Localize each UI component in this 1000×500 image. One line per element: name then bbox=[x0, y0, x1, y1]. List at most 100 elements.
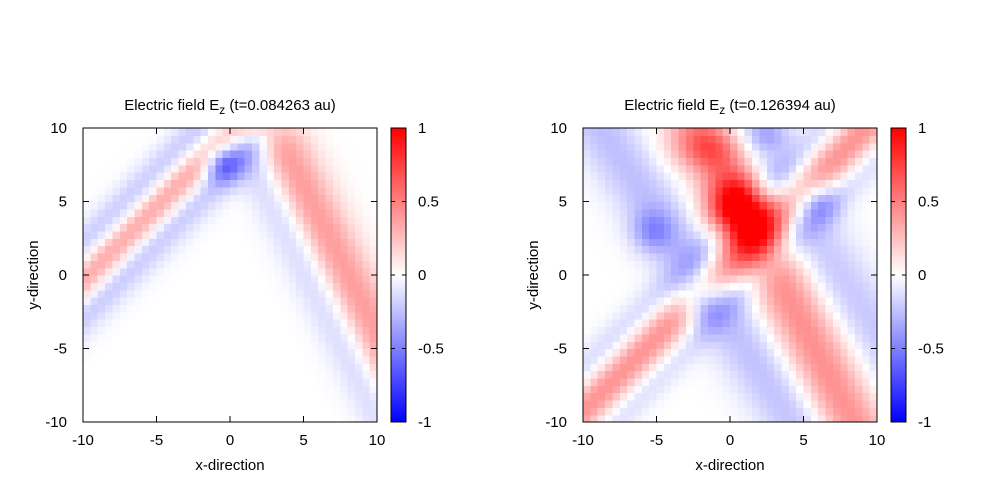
heatmap-cell bbox=[141, 172, 150, 181]
heatmap-cell bbox=[354, 179, 363, 188]
heatmap-cell bbox=[693, 230, 702, 239]
heatmap-cell bbox=[171, 275, 180, 283]
heatmap-cell bbox=[818, 194, 827, 203]
heatmap-cell bbox=[825, 267, 834, 276]
heatmap-cell bbox=[796, 238, 805, 247]
heatmap-cell bbox=[119, 333, 128, 342]
heatmap-cell bbox=[707, 289, 716, 298]
heatmap-cell bbox=[230, 326, 238, 335]
heatmap-cell bbox=[781, 201, 790, 210]
heatmap-cell bbox=[700, 304, 709, 313]
heatmap-cell bbox=[796, 363, 805, 372]
heatmap-cell bbox=[119, 252, 128, 261]
colorbar-tick-label: -0.5 bbox=[418, 341, 444, 358]
heatmap-cell bbox=[840, 172, 849, 181]
heatmap-cell bbox=[83, 282, 91, 291]
heatmap-cell bbox=[252, 407, 260, 416]
heatmap-cell bbox=[663, 333, 672, 342]
heatmap-cell bbox=[149, 348, 158, 357]
heatmap-cell bbox=[127, 157, 136, 166]
heatmap-cell bbox=[141, 252, 150, 261]
heatmap-cell bbox=[832, 230, 841, 239]
heatmap-cell bbox=[296, 201, 305, 210]
heatmap-cell bbox=[649, 392, 658, 401]
heatmap-cell bbox=[715, 289, 724, 298]
heatmap-cell bbox=[207, 414, 216, 423]
heatmap-cell bbox=[281, 260, 290, 269]
heatmap-cell bbox=[163, 399, 172, 408]
heatmap-cell bbox=[134, 297, 143, 305]
heatmap-cell bbox=[134, 260, 143, 269]
heatmap-cell bbox=[730, 363, 738, 372]
heatmap-cell bbox=[825, 282, 834, 291]
heatmap-cell bbox=[185, 363, 194, 372]
heatmap-cell bbox=[847, 348, 856, 357]
heatmap-cell bbox=[354, 392, 363, 401]
heatmap-cell bbox=[369, 208, 378, 217]
heatmap-cell bbox=[149, 135, 158, 144]
heatmap-cell bbox=[193, 385, 202, 394]
heatmap-cell bbox=[759, 260, 768, 269]
heatmap-cell bbox=[730, 289, 738, 298]
heatmap-cell bbox=[127, 377, 136, 386]
heatmap-cell bbox=[237, 128, 246, 136]
heatmap-cell bbox=[730, 245, 738, 254]
heatmap-cell bbox=[803, 304, 812, 313]
heatmap-cell bbox=[693, 304, 702, 313]
heatmap-cell bbox=[105, 172, 113, 181]
heatmap-cell bbox=[303, 267, 312, 276]
heatmap-cell bbox=[862, 194, 871, 203]
heatmap-cell bbox=[259, 142, 268, 151]
heatmap-cell bbox=[83, 392, 91, 401]
heatmap-cell bbox=[788, 377, 797, 386]
heatmap-cell bbox=[178, 208, 187, 217]
heatmap-cell bbox=[266, 311, 275, 320]
heatmap-cell bbox=[583, 297, 591, 305]
heatmap-cell bbox=[119, 326, 128, 335]
heatmap-cell bbox=[619, 150, 628, 158]
heatmap-cell bbox=[134, 304, 143, 313]
heatmap-cell bbox=[678, 333, 687, 342]
heatmap-cell bbox=[788, 399, 797, 408]
heatmap-cell bbox=[149, 252, 158, 261]
heatmap-cell bbox=[141, 370, 150, 379]
heatmap-cell bbox=[641, 216, 650, 225]
heatmap-cell bbox=[619, 128, 628, 136]
heatmap-cell bbox=[663, 326, 672, 335]
heatmap-cell bbox=[156, 150, 165, 158]
heatmap-cell bbox=[627, 311, 636, 320]
heatmap-cell bbox=[663, 128, 672, 136]
heatmap-cell bbox=[325, 194, 334, 203]
heatmap-cell bbox=[281, 385, 290, 394]
heatmap-cell bbox=[774, 150, 783, 158]
heatmap-cell bbox=[796, 407, 805, 416]
heatmap-cell bbox=[862, 238, 871, 247]
heatmap-cell bbox=[354, 230, 363, 239]
heatmap-cell bbox=[296, 230, 305, 239]
heatmap-cell bbox=[207, 348, 216, 357]
heatmap-cell bbox=[112, 304, 121, 313]
heatmap-cell bbox=[178, 216, 187, 225]
heatmap-cell bbox=[788, 150, 797, 158]
heatmap-cell bbox=[222, 297, 231, 305]
heatmap-cell bbox=[641, 414, 650, 423]
heatmap-cell bbox=[766, 164, 775, 173]
heatmap-cell bbox=[97, 311, 106, 320]
heatmap-cell bbox=[583, 370, 591, 379]
heatmap-cell bbox=[685, 304, 694, 313]
heatmap-cell bbox=[597, 275, 606, 283]
heatmap-cell bbox=[185, 311, 194, 320]
heatmap-cell bbox=[707, 186, 716, 195]
heatmap-cell bbox=[288, 326, 297, 335]
heatmap-cell bbox=[803, 150, 812, 158]
heatmap-cell bbox=[207, 311, 216, 320]
heatmap-cell bbox=[362, 414, 371, 423]
heatmap-cell bbox=[141, 208, 150, 217]
heatmap-cell bbox=[244, 157, 253, 166]
heatmap-cell bbox=[810, 245, 819, 254]
heatmap-cell bbox=[97, 194, 106, 203]
heatmap-cell bbox=[325, 230, 334, 239]
heatmap-cell bbox=[730, 230, 738, 239]
heatmap-cell bbox=[788, 164, 797, 173]
heatmap-cell bbox=[369, 267, 378, 276]
